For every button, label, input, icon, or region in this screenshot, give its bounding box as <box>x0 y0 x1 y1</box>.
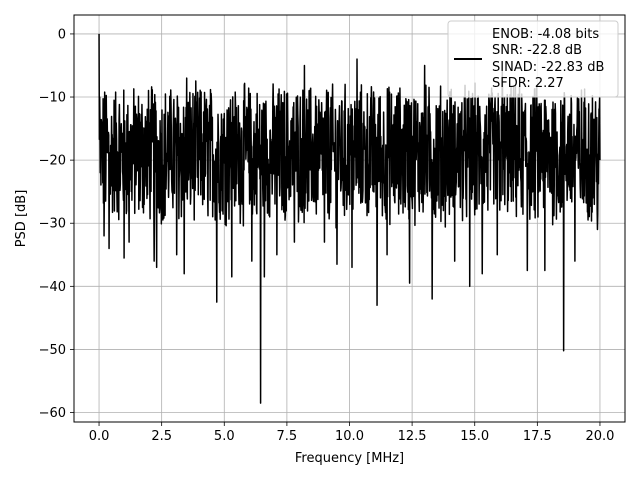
x-tick-label: 15.0 <box>460 429 489 444</box>
plot-area <box>98 33 601 404</box>
y-tick-label: −10 <box>39 91 66 106</box>
x-tick-label: 7.5 <box>277 429 298 444</box>
axis-ticks: 0.0 2.5 5.0 7.5 10.0 12.5 15.0 17.5 20.0 0 −10 −20 −… <box>39 27 615 444</box>
legend-sinad: SINAD: -22.83 dB <box>492 60 604 75</box>
x-tick-label: 12.5 <box>398 429 427 444</box>
y-tick-label: −60 <box>39 406 66 421</box>
y-tick-label: −40 <box>39 280 66 295</box>
x-tick-label: 17.5 <box>523 429 552 444</box>
x-axis-label: Frequency [MHz] <box>295 451 404 466</box>
x-tick-label: 10.0 <box>335 429 364 444</box>
y-axis-label: PSD [dB] <box>14 190 29 248</box>
legend-box <box>447 20 619 98</box>
x-tick-label: 0.0 <box>89 429 110 444</box>
x-tick-label: 5.0 <box>214 429 235 444</box>
x-tick-label: 20.0 <box>585 429 614 444</box>
x-tick-label: 2.5 <box>151 429 172 444</box>
y-tick-label: −20 <box>39 154 66 169</box>
y-tick-label: −30 <box>39 217 66 232</box>
y-tick-label: 0 <box>58 27 66 42</box>
psd-series-line <box>98 33 601 404</box>
legend: ENOB: -4.08 bits SNR: -22.8 dB SINAD: -2… <box>447 20 619 98</box>
legend-sfdr: SFDR: 2.27 <box>492 76 564 91</box>
legend-enob: ENOB: -4.08 bits <box>492 27 599 42</box>
y-tick-label: −50 <box>39 343 66 358</box>
legend-snr: SNR: -22.8 dB <box>492 43 582 58</box>
